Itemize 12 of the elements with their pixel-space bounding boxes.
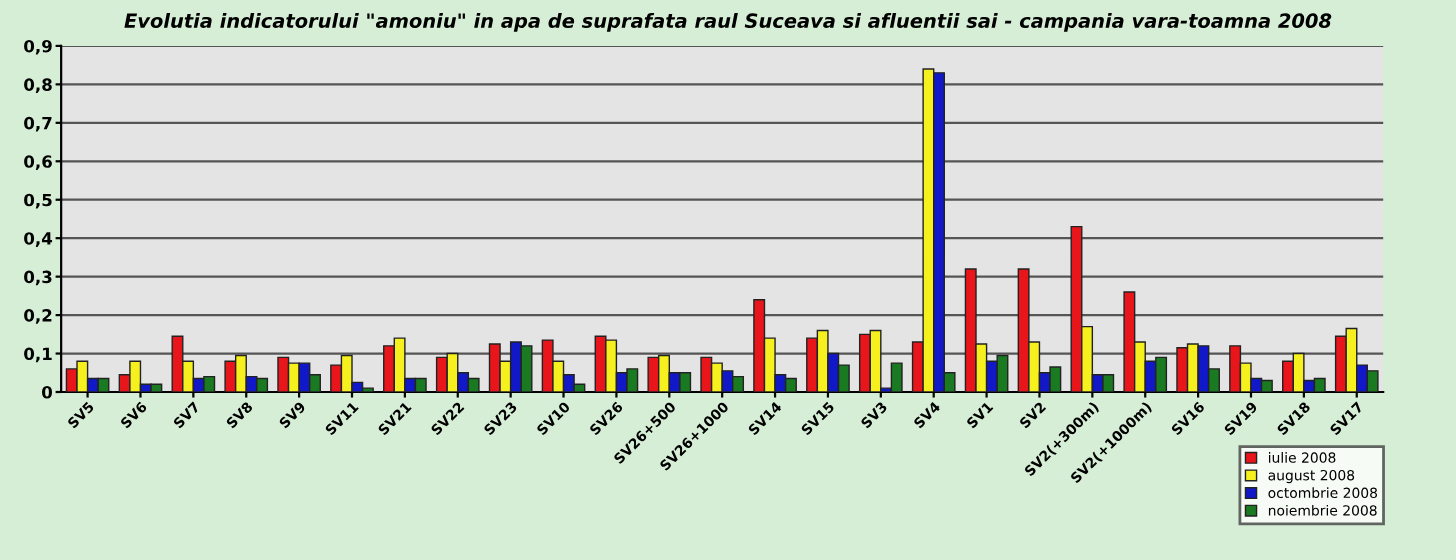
y-tick-label: 0,6 [24,155,52,170]
y-tick-label: 0,1 [24,347,52,363]
chart-title: Evolutia indicatorului "amoniu" in apa de suprafata raul Suceava si afluentii sai - campania vara-toamna 2008 [124,12,1332,32]
y-tick-label: 0,2 [24,309,52,324]
bar [277,356,290,392]
y-tick-label: 0,4 [24,232,53,247]
y-tick-label: 0,7 [24,116,52,132]
y-tick-label: 0,8 [24,78,52,94]
y-tick-label: 0,5 [24,193,52,209]
y-tick-label: 0,9 [24,39,52,55]
y-tick-label: 0,3 [24,270,52,286]
y-tick-label: 0 [42,385,53,399]
